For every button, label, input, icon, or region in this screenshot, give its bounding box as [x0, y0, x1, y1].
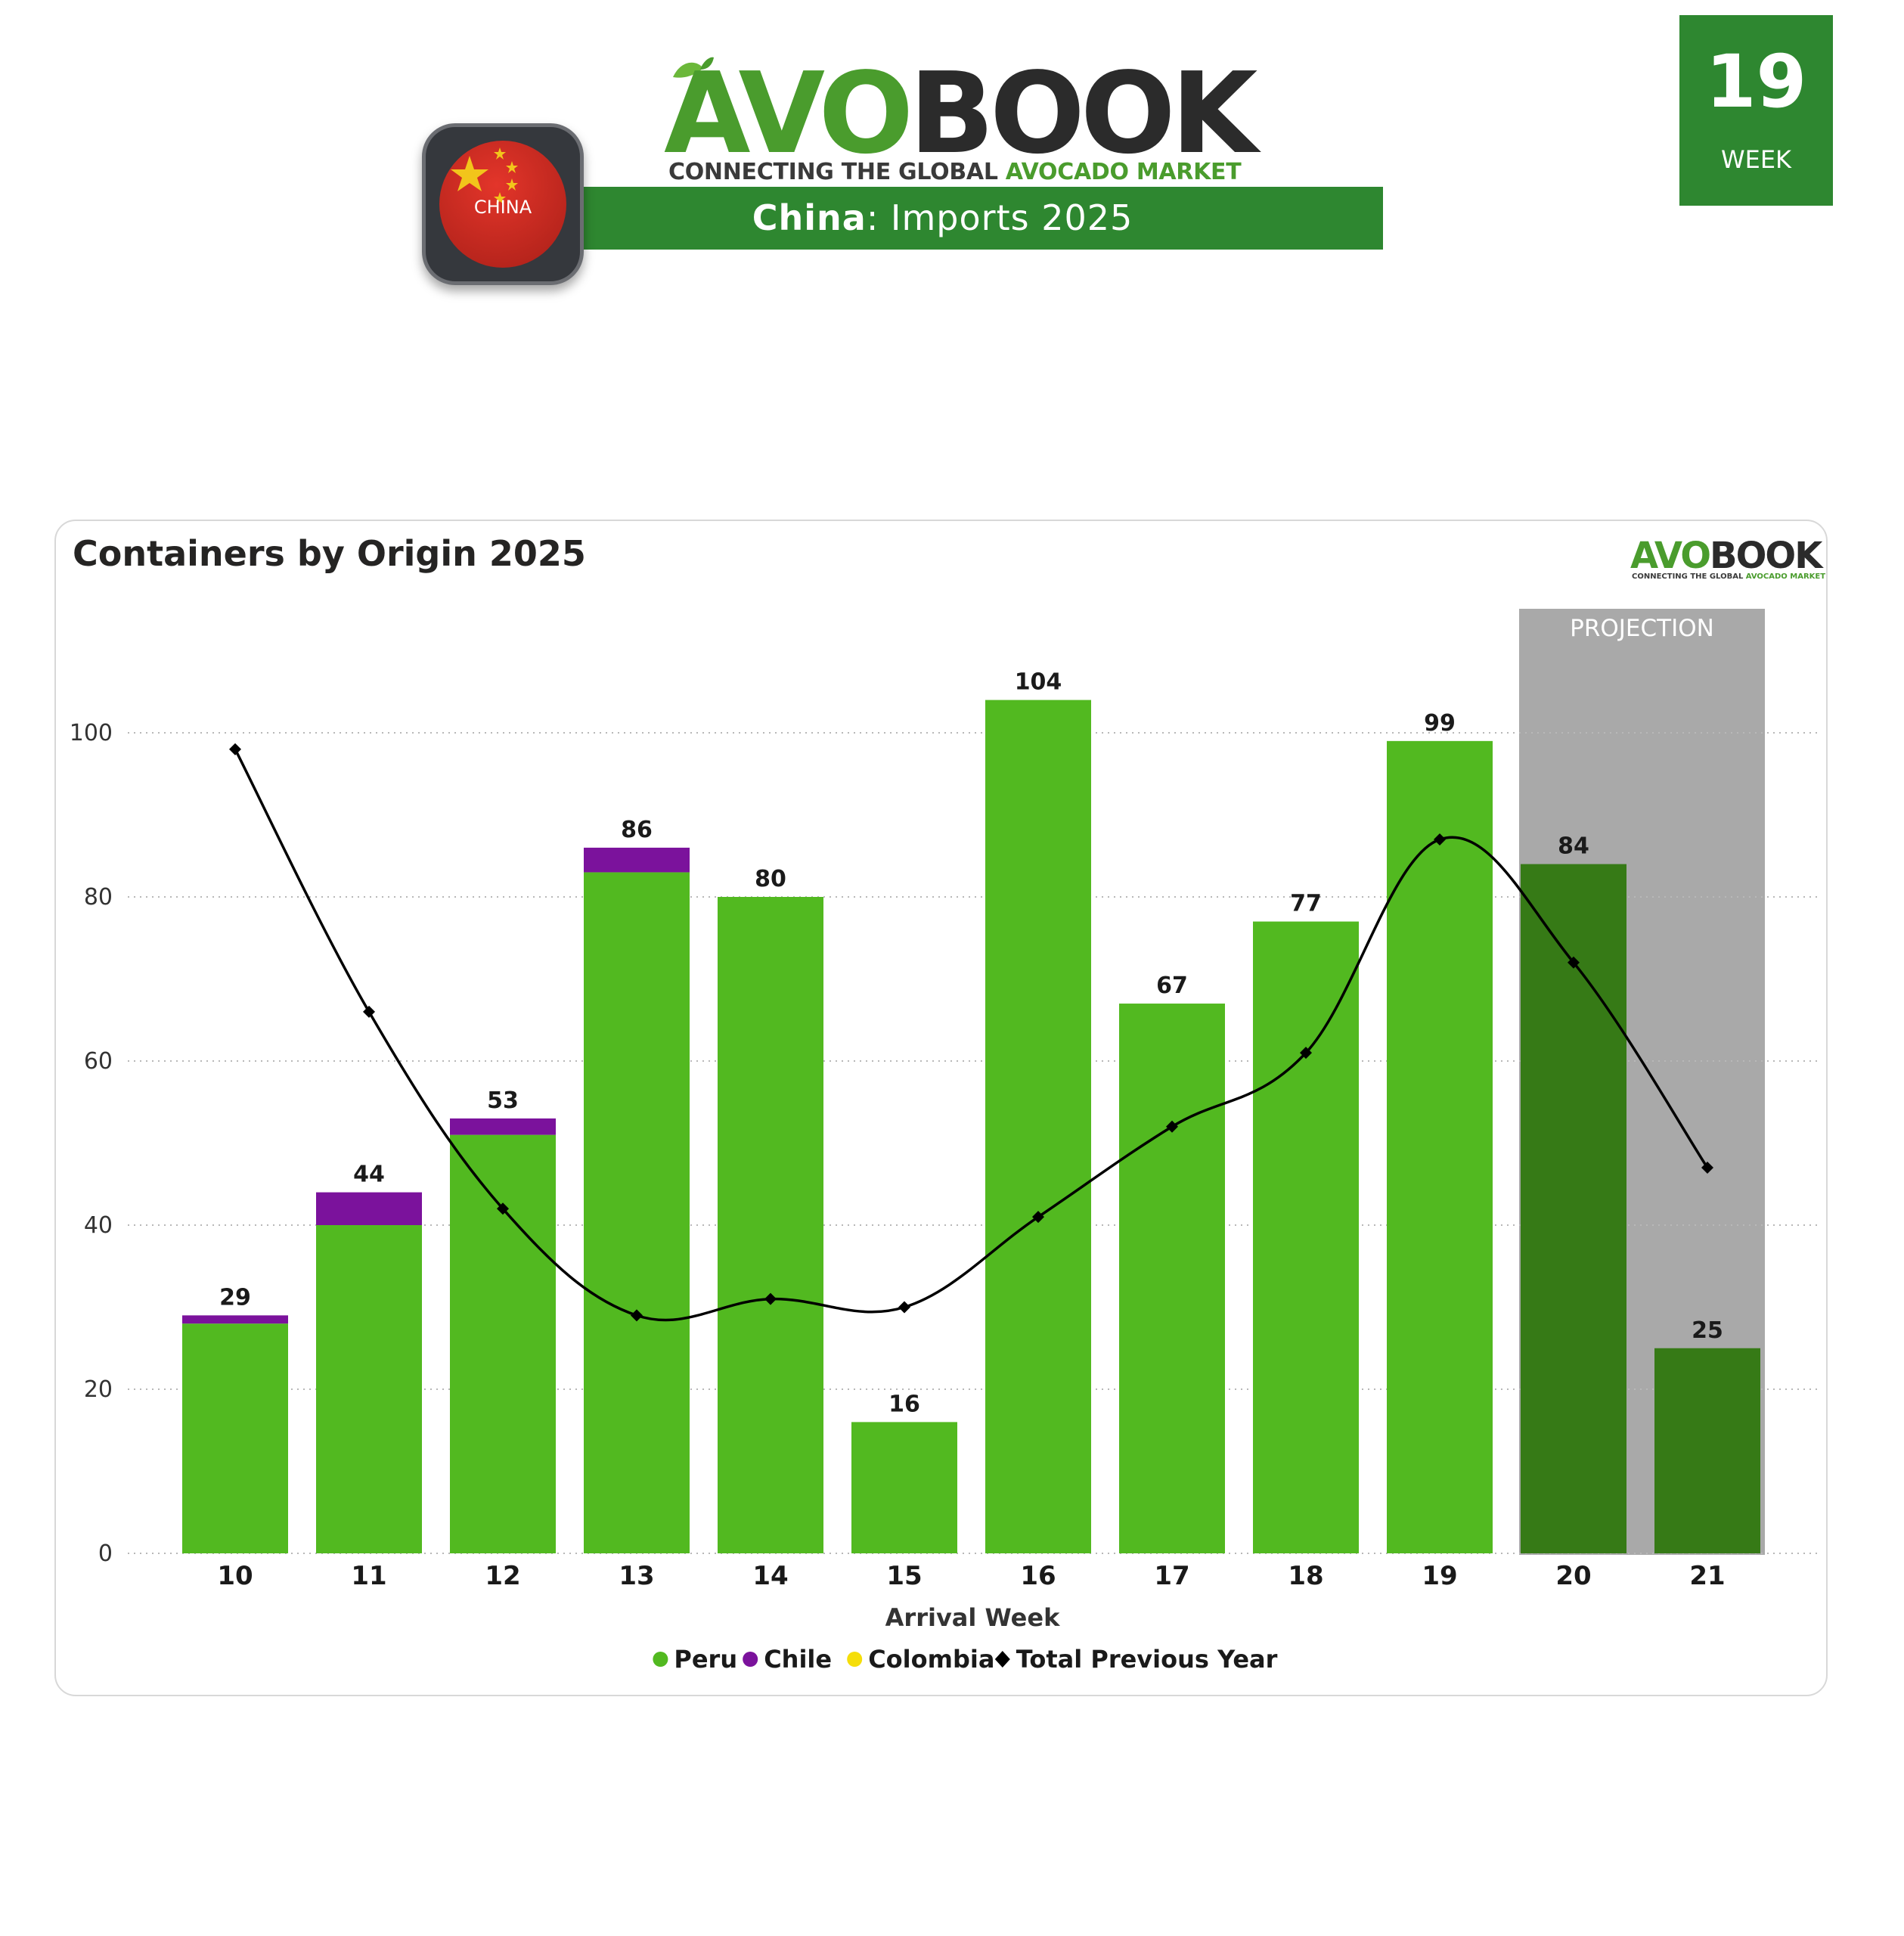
y-tick-label: 100 — [70, 720, 113, 746]
legend-label: Peru — [674, 1645, 737, 1674]
bar-peru-14 — [718, 897, 823, 1553]
legend-marker-total-previous-year — [994, 1651, 1010, 1668]
title-banner: China: Imports 2025 — [502, 187, 1383, 250]
country-name: China — [752, 197, 867, 238]
data-label: 67 — [1156, 973, 1188, 999]
line-point-10 — [229, 743, 241, 755]
report-title: China: Imports 2025 — [502, 187, 1383, 250]
line-point-16 — [1032, 1211, 1044, 1224]
line-point-14 — [764, 1292, 777, 1305]
y-tick-label: 40 — [84, 1212, 113, 1239]
bar-peru-17 — [1119, 1004, 1225, 1553]
bar-chile-11 — [316, 1192, 422, 1225]
bar-chile-13 — [584, 847, 690, 873]
y-tick-label: 0 — [98, 1540, 113, 1567]
x-tick-label: 19 — [1422, 1561, 1457, 1591]
report-subtitle: : Imports 2025 — [866, 197, 1133, 238]
logo-tagline: CONNECTING THE GLOBAL AVOCADO MARKET — [668, 159, 1242, 185]
line-total-previous-year — [234, 748, 1709, 1322]
x-tick-label: 17 — [1154, 1561, 1189, 1591]
x-tick-label: 12 — [485, 1561, 520, 1591]
legend-marker-peru — [653, 1652, 668, 1667]
legend-marker-colombia — [847, 1652, 863, 1667]
data-label: 16 — [888, 1391, 920, 1417]
x-tick-label: 20 — [1555, 1561, 1591, 1591]
line-point-20 — [1568, 956, 1580, 969]
bar-peru-18 — [1253, 921, 1359, 1553]
bar-peru-12 — [450, 1134, 556, 1553]
line-point-15 — [898, 1301, 910, 1314]
data-label: 53 — [487, 1087, 519, 1114]
x-tick-label: 11 — [351, 1561, 386, 1591]
bar-chile-12 — [450, 1118, 556, 1135]
legend-label: Colombia — [868, 1645, 994, 1674]
data-label: 25 — [1692, 1317, 1723, 1344]
data-label: 80 — [755, 866, 786, 892]
data-label: 84 — [1558, 833, 1589, 860]
china-flag-icon — [439, 141, 566, 268]
avobook-mini-logo: AVOBOOK CONNECTING THE GLOBAL AVOCADO MA… — [1627, 535, 1825, 583]
data-label: 29 — [219, 1284, 251, 1311]
bar-peru-15 — [851, 1422, 957, 1553]
bar-peru-20 — [1521, 864, 1626, 1553]
legend-marker-chile — [743, 1652, 758, 1667]
containers-chart: PROJECTION 0 20 40 60 80 100 29 10 44 11 53 12 86 13 80… — [70, 609, 1818, 1674]
y-tick-label: 20 — [84, 1376, 113, 1403]
leaf-icon — [673, 57, 714, 78]
legend-label: Chile — [764, 1645, 832, 1674]
y-tick-label: 80 — [84, 884, 113, 911]
mini-logo-wordmark: AVOBOOK — [1630, 535, 1822, 577]
chart-card: Containers by Origin 2025 AVOBOOK CONNEC… — [54, 520, 1828, 1696]
bar-peru-19 — [1387, 740, 1493, 1553]
logo-wordmark: AVOBOOK — [664, 48, 1257, 178]
line-point-11 — [363, 1005, 375, 1018]
line-point-19 — [1434, 833, 1446, 846]
report-header: AVOBOOK CONNECTING THE GLOBAL AVOCADO MA… — [0, 0, 1904, 318]
x-tick-label: 10 — [217, 1561, 253, 1591]
x-tick-label: 15 — [886, 1561, 922, 1591]
x-tick-label: 13 — [619, 1561, 654, 1591]
data-label: 86 — [621, 817, 653, 843]
data-label: 104 — [1015, 669, 1062, 696]
line-point-21 — [1701, 1162, 1713, 1174]
bar-chile-10 — [182, 1315, 288, 1324]
line-point-17 — [1166, 1120, 1178, 1133]
week-number: 19 — [1705, 39, 1807, 124]
line-point-13 — [631, 1309, 643, 1322]
x-tick-label: 18 — [1288, 1561, 1323, 1591]
chart-title: Containers by Origin 2025 — [73, 533, 586, 574]
line-point-12 — [497, 1202, 509, 1215]
week-badge: 19 WEEK — [1679, 15, 1833, 206]
bar-peru-13 — [584, 872, 690, 1553]
bar-peru-11 — [316, 1225, 422, 1553]
legend-label: Total Previous Year — [1016, 1645, 1278, 1674]
data-label: 77 — [1290, 891, 1322, 917]
bar-peru-10 — [182, 1323, 288, 1553]
projection-label: PROJECTION — [1570, 615, 1714, 642]
bar-peru-16 — [985, 700, 1091, 1553]
avobook-logo: AVOBOOK CONNECTING THE GLOBAL AVOCADO MA… — [664, 45, 1257, 189]
flag-label: CHINA — [473, 197, 532, 218]
line-point-18 — [1300, 1047, 1312, 1060]
x-axis-label: Arrival Week — [885, 1603, 1060, 1632]
bar-peru-21 — [1654, 1348, 1760, 1553]
data-label: 44 — [353, 1162, 385, 1188]
data-label: 99 — [1424, 710, 1456, 737]
x-tick-label: 14 — [752, 1561, 788, 1591]
mini-logo-tagline: CONNECTING THE GLOBAL AVOCADO MARKET — [1632, 572, 1826, 581]
x-tick-label: 16 — [1020, 1561, 1056, 1591]
y-tick-label: 60 — [84, 1048, 113, 1075]
x-tick-label: 21 — [1689, 1561, 1725, 1591]
week-label: WEEK — [1720, 145, 1792, 174]
china-flag-badge: CHINA — [422, 123, 584, 285]
